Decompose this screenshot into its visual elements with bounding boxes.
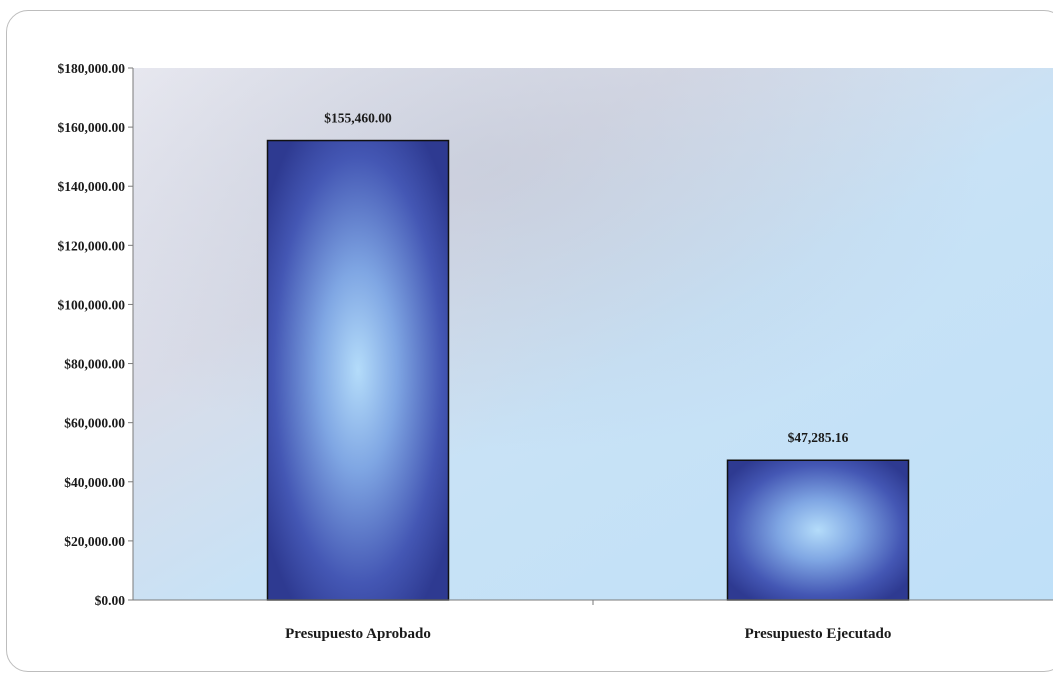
y-tick-label: $140,000.00	[58, 179, 126, 194]
bar-0	[266, 139, 450, 601]
y-tick-label: $160,000.00	[58, 120, 126, 135]
y-axis-ticks: $0.00 $20,000.00 $40,000.00 $60,000.00 $80,0…	[58, 61, 594, 608]
bars	[266, 139, 910, 601]
labels: $155,460.00 Presupuesto Aprobado $47,285.1…	[285, 111, 891, 642]
x-category-label: Presupuesto Aprobado	[285, 626, 431, 642]
bar-value-label: $155,460.00	[324, 111, 392, 126]
y-tick-label: $60,000.00	[64, 416, 125, 431]
y-tick-label: $20,000.00	[64, 534, 125, 549]
bar-value-label: $47,285.16	[788, 430, 849, 445]
bar-1	[726, 459, 910, 601]
x-category-label: Presupuesto Ejecutado	[745, 626, 892, 642]
y-tick-label: $120,000.00	[58, 238, 126, 253]
y-tick-label: $180,000.00	[58, 61, 126, 76]
y-tick-label: $100,000.00	[58, 297, 126, 312]
y-tick-label: $80,000.00	[64, 357, 125, 372]
y-tick-label: $40,000.00	[64, 475, 125, 490]
y-tick-label: $0.00	[95, 593, 126, 608]
